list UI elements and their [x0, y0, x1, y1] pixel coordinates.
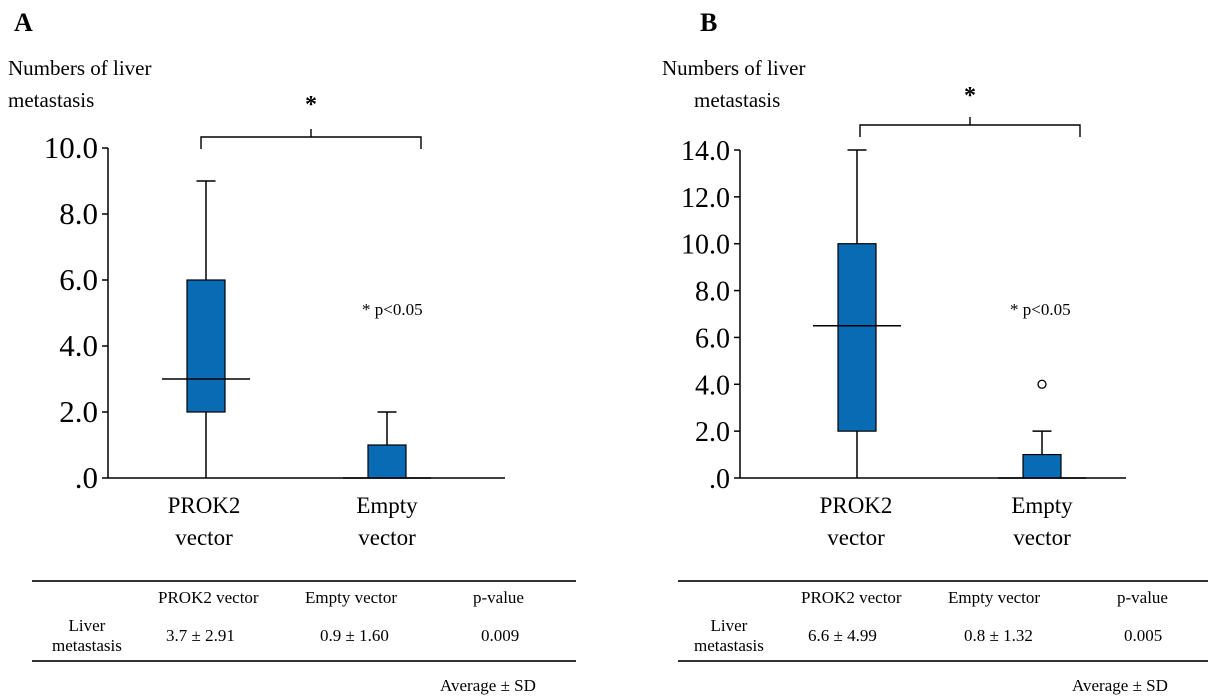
table-row-label-line: metastasis: [52, 636, 122, 655]
box-iqr: [837, 243, 877, 432]
table-bottom-rule: [32, 660, 576, 662]
y-tick-label: 14.0: [681, 136, 730, 167]
panel-a: A Numbers of liver metastasis .0 2.0 4.0 6.…: [0, 0, 600, 696]
table-row-label: Liver metastasis: [52, 616, 122, 656]
box-iqr: [186, 279, 226, 413]
y-axis-label-line: Numbers of liver: [8, 56, 152, 80]
y-tick-label: 2.0: [695, 417, 730, 448]
y-axis-label-line: Numbers of liver: [662, 56, 806, 80]
y-tick-label: 6.0: [59, 262, 98, 297]
table-header-empty: Empty vector: [305, 588, 398, 607]
category-label-line: vector: [175, 525, 233, 550]
category-label-line: PROK2: [167, 493, 241, 518]
y-tick-label: 8.0: [59, 196, 98, 231]
category-label-line: vector: [1013, 525, 1071, 550]
category-label-line: Empty: [1011, 493, 1073, 518]
table-cell-pvalue: 0.009: [481, 626, 520, 645]
table-header-prok2: PROK2 vector: [158, 588, 259, 607]
table-cell-prok2: 6.6 ± 4.99: [808, 626, 877, 645]
y-tick-label: 8.0: [695, 277, 730, 308]
y-tick-label: .0: [709, 464, 730, 495]
category-label-empty: Empty vector: [307, 490, 467, 554]
significance-bracket: [859, 117, 1081, 137]
y-tick-label: 10.0: [44, 130, 98, 165]
panel-label: A: [14, 8, 33, 37]
table-footnote: Average ± SD: [440, 676, 536, 695]
y-axis-label-line: metastasis: [694, 88, 781, 112]
table-cell-empty: 0.9 ± 1.60: [320, 626, 389, 645]
table-top-rule: [32, 580, 576, 582]
box-iqr: [1022, 453, 1062, 479]
table-header-pvalue: p-value: [1117, 588, 1168, 607]
category-label-prok2: PROK2 vector: [124, 490, 284, 554]
y-tick-label: 10.0: [681, 230, 730, 261]
table-row-label-line: Liver: [710, 616, 748, 635]
significance-bracket: [200, 129, 422, 149]
significance-star: *: [305, 92, 317, 118]
category-label-empty: Empty vector: [962, 490, 1122, 554]
table-cell-pvalue: 0.005: [1124, 626, 1163, 645]
table-cell-empty: 0.8 ± 1.32: [964, 626, 1033, 645]
y-tick-label: 4.0: [695, 370, 730, 401]
table-row-label-line: Liver: [68, 616, 106, 635]
y-axis-label: Numbers of liver metastasis: [662, 52, 805, 116]
category-label-line: Empty: [356, 493, 418, 518]
y-tick-label: 4.0: [59, 328, 98, 363]
y-tick-label: 2.0: [59, 394, 98, 429]
y-axis-label: Numbers of liver metastasis: [8, 52, 151, 116]
table-cell-prok2: 3.7 ± 2.91: [166, 626, 235, 645]
panel-b: B Numbers of liver metastasis .0 2.0 4.0 6.…: [646, 0, 1214, 696]
y-axis-label-line: metastasis: [8, 88, 95, 112]
table-top-rule: [678, 580, 1208, 582]
box-iqr: [367, 444, 407, 479]
panel-label: B: [700, 8, 718, 37]
table-footnote: Average ± SD: [1072, 676, 1168, 695]
category-label-line: PROK2: [819, 493, 893, 518]
box-plot-a: .0 2.0 4.0 6.0 8.0 10.0 *: [44, 92, 505, 495]
table-row-label: Liver metastasis: [694, 616, 764, 656]
table-header-prok2: PROK2 vector: [801, 588, 902, 607]
category-label-prok2: PROK2 vector: [776, 490, 936, 554]
p-value-note: * p<0.05: [1010, 300, 1071, 319]
p-value-note: * p<0.05: [362, 300, 423, 319]
box-plot-b: .0 2.0 4.0 6.0 8.0 10.0 12.0 14.0 *: [681, 83, 1126, 495]
outlier-point: [1037, 379, 1047, 389]
category-label-line: vector: [827, 525, 885, 550]
y-tick-label: .0: [75, 460, 98, 495]
table-row-label-line: metastasis: [694, 636, 764, 655]
significance-star: *: [964, 83, 976, 109]
table-header-pvalue: p-value: [473, 588, 524, 607]
y-tick-label: 6.0: [695, 323, 730, 354]
category-label-line: vector: [358, 525, 416, 550]
table-header-empty: Empty vector: [948, 588, 1041, 607]
y-tick-label: 12.0: [681, 183, 730, 214]
table-bottom-rule: [678, 660, 1208, 662]
